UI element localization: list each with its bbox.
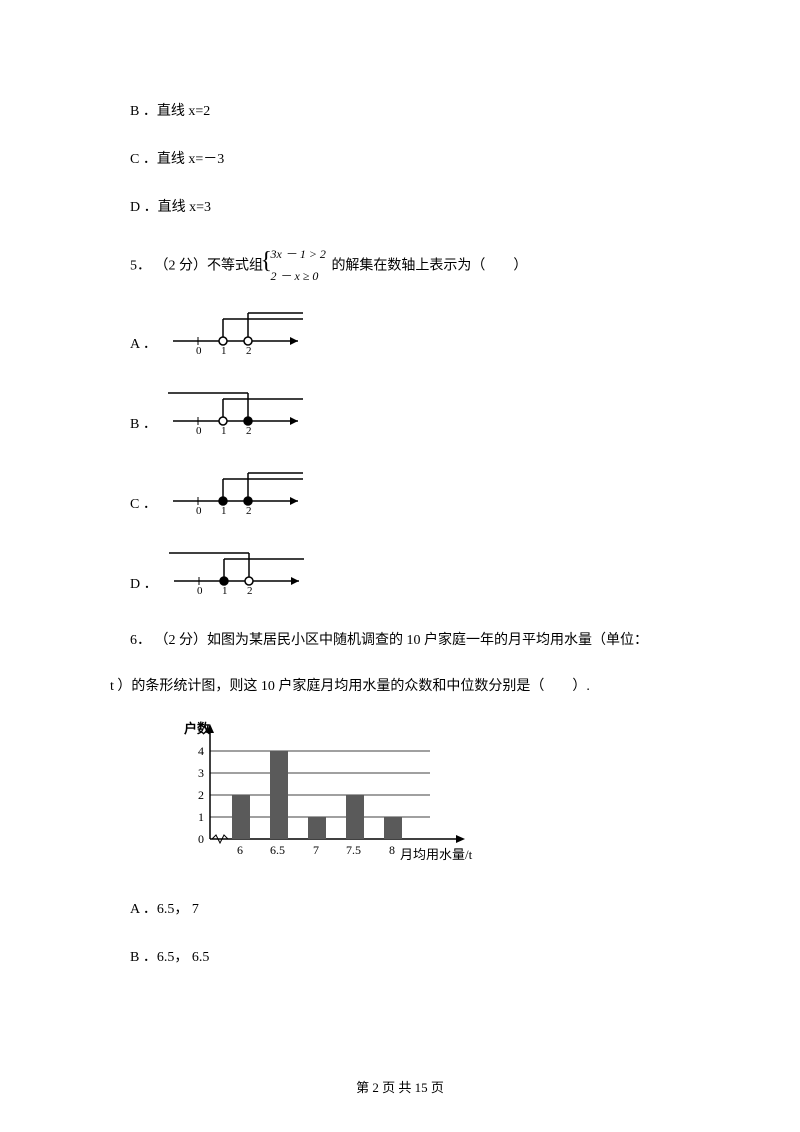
- q5-after: 的解集在数轴上表示为（ ）: [331, 259, 527, 274]
- question-6-cont: t ）的条形统计图，则这 10 户家庭月均用水量的众数和中位数分别是（ ）.: [110, 673, 690, 701]
- svg-text:0: 0: [196, 345, 202, 355]
- q6-option-b: B ．6.5， 6.5: [110, 946, 690, 966]
- option-letter-c: C ．: [130, 493, 157, 515]
- inequality-line-2: 2 － x ≥ 0: [271, 269, 319, 283]
- svg-text:8: 8: [389, 843, 395, 857]
- q6-line1: 6． （2 分）如图为某居民小区中随机调查的 10 户家庭一年的月平均用水量（单…: [130, 633, 648, 648]
- svg-text:6.5: 6.5: [270, 843, 285, 857]
- q5-label: 5． （2 分）不等式组: [130, 259, 263, 274]
- numberline-c: 0 1 2: [163, 467, 313, 515]
- question-5: 5． （2 分）不等式组 { 3x － 1 > 2 2 － x ≥ 0 的解集在…: [110, 244, 690, 289]
- svg-text:6: 6: [237, 843, 243, 857]
- q6-option-a: A ．6.5， 7: [110, 898, 690, 918]
- svg-text:7.5: 7.5: [346, 843, 361, 857]
- q6-line2: t ）的条形统计图，则这 10 户家庭月均用水量的众数和中位数分别是（ ）.: [110, 679, 590, 694]
- q5-option-c: C ． 0 1 2: [110, 467, 690, 515]
- prev-option-b: B ．直线 x=2: [110, 100, 690, 120]
- bar-chart: 户数 月均用水量/t 0 1 2 3 4 6 6.5 7 7.5 8: [170, 719, 490, 869]
- svg-text:1: 1: [221, 345, 227, 355]
- svg-text:7: 7: [313, 843, 319, 857]
- svg-text:0: 0: [197, 585, 203, 595]
- numberline-b: 0 1 2: [163, 387, 313, 435]
- svg-text:2: 2: [246, 425, 252, 435]
- svg-text:4: 4: [198, 744, 204, 758]
- svg-text:1: 1: [222, 585, 228, 595]
- option-letter-b: B ．: [130, 413, 157, 435]
- option-letter-d: D ．: [130, 573, 158, 595]
- svg-text:2: 2: [246, 345, 252, 355]
- svg-text:户数: 户数: [184, 721, 211, 736]
- question-6: 6． （2 分）如图为某居民小区中随机调查的 10 户家庭一年的月平均用水量（单…: [110, 627, 690, 655]
- svg-text:2: 2: [247, 585, 253, 595]
- svg-text:0: 0: [196, 505, 202, 515]
- svg-text:0: 0: [196, 425, 202, 435]
- svg-text:1: 1: [221, 425, 227, 435]
- q5-option-d: D ． 0 1 2: [110, 547, 690, 595]
- q5-option-a: A ． 0 1 2: [110, 307, 690, 355]
- svg-text:1: 1: [221, 505, 227, 515]
- option-letter-a: A ．: [130, 333, 157, 355]
- page-footer: 第 2 页 共 15 页: [0, 1077, 800, 1096]
- prev-option-c: C ．直线 x=－3: [110, 148, 690, 168]
- prev-option-d: D ．直线 x=3: [110, 196, 690, 216]
- svg-text:2: 2: [246, 505, 252, 515]
- numberline-d: 0 1 2: [164, 547, 314, 595]
- svg-text:0: 0: [198, 832, 204, 846]
- q5-option-b: B ． 0 1 2: [110, 387, 690, 435]
- bar-chart-container: 户数 月均用水量/t 0 1 2 3 4 6 6.5 7 7.5 8: [110, 719, 690, 874]
- svg-text:月均用水量/t: 月均用水量/t: [400, 847, 473, 862]
- inequality-system: { 3x － 1 > 2 2 － x ≥ 0: [269, 244, 326, 289]
- inequality-line-1: 3x － 1 > 2: [271, 247, 326, 261]
- numberline-a: 0 1 2: [163, 307, 313, 355]
- svg-text:3: 3: [198, 766, 204, 780]
- svg-text:2: 2: [198, 788, 204, 802]
- svg-text:1: 1: [198, 810, 204, 824]
